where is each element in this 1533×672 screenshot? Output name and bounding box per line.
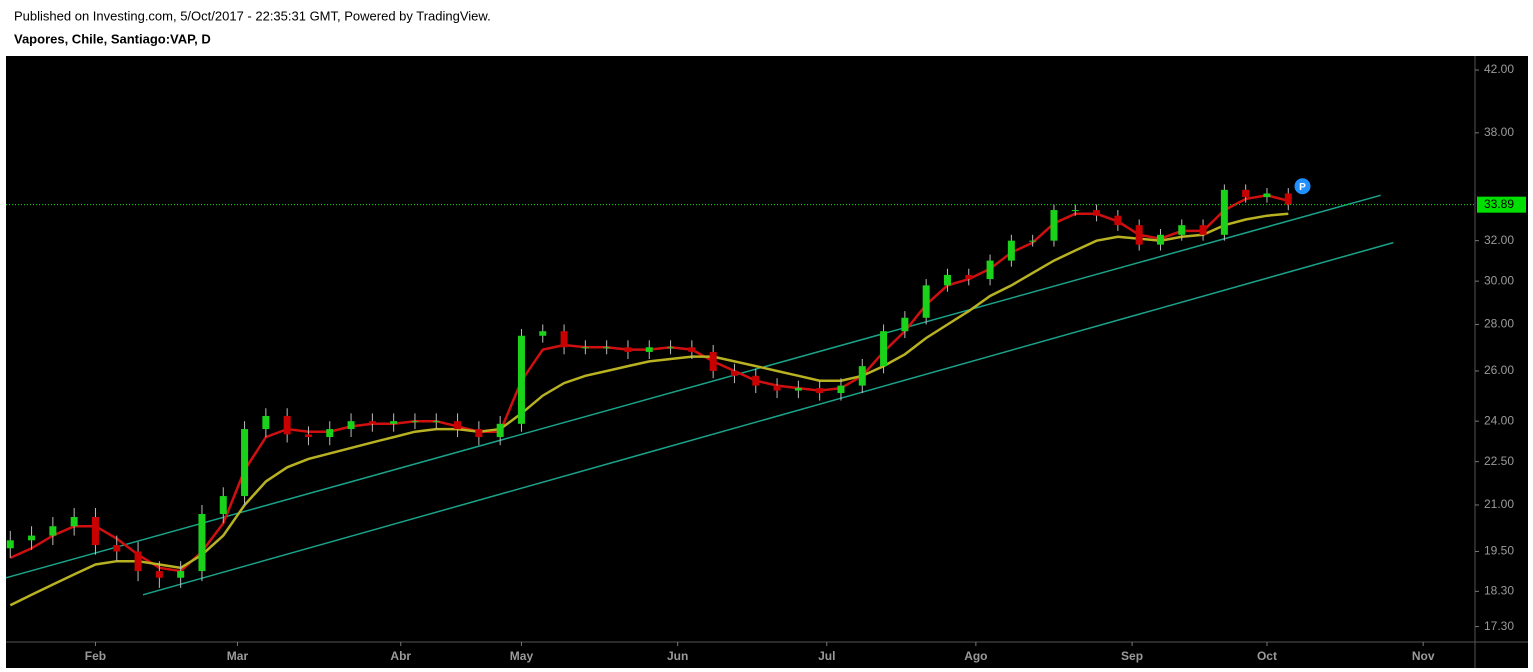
x-tick-label: Ago <box>964 649 987 663</box>
x-tick-label: Nov <box>1412 649 1435 663</box>
candle-body <box>496 423 504 438</box>
candle-body <box>219 496 227 514</box>
chart-title: Published on Investing.com, 5/Oct/2017 -… <box>14 8 491 23</box>
candle-body <box>603 347 611 349</box>
candle-body <box>1135 225 1143 245</box>
candle-body <box>1114 215 1122 226</box>
x-tick-label: May <box>510 649 534 663</box>
x-tick-label: Oct <box>1257 649 1277 663</box>
y-tick-label: 28.00 <box>1484 317 1514 331</box>
candle-body <box>752 375 760 386</box>
candle-body <box>1156 234 1164 245</box>
candle-body <box>6 540 14 549</box>
candle-body <box>454 421 462 430</box>
y-tick-label: 22.50 <box>1484 454 1514 468</box>
candle-body <box>155 571 163 578</box>
plot-background <box>6 56 1528 668</box>
candle-body <box>539 331 547 336</box>
y-tick-label: 32.00 <box>1484 233 1514 247</box>
chart-subtitle: Vapores, Chile, Santiago:VAP, D <box>14 31 211 46</box>
candle-body <box>1263 193 1271 198</box>
candle-body <box>922 285 930 318</box>
candle-body <box>304 434 312 438</box>
candle-body <box>475 429 483 438</box>
y-tick-label: 26.00 <box>1484 363 1514 377</box>
candle-body <box>986 260 994 280</box>
trend-line <box>5 194 1381 579</box>
candle-body <box>1050 210 1058 241</box>
candle-body <box>1071 210 1079 212</box>
candle-body <box>730 370 738 376</box>
y-tick-label: 38.00 <box>1484 125 1514 139</box>
candle-body <box>1007 240 1015 261</box>
candle-body <box>858 366 866 386</box>
candle-body <box>1220 189 1228 235</box>
candle-body <box>91 517 99 546</box>
candle-body <box>326 429 334 438</box>
last-price-label: 33.89 <box>1484 197 1514 211</box>
candle-body <box>517 335 525 424</box>
candle-body <box>560 331 568 348</box>
candle-body <box>901 317 909 332</box>
annotation-label: P <box>1299 182 1306 193</box>
candle-body <box>709 351 717 371</box>
y-tick-label: 19.50 <box>1484 544 1514 558</box>
x-tick-label: Feb <box>85 649 106 663</box>
candle-body <box>1029 240 1037 242</box>
x-tick-label: Sep <box>1121 649 1143 663</box>
candle-body <box>837 385 845 394</box>
candle-body <box>645 347 653 352</box>
candle-body <box>943 274 951 286</box>
y-tick-label: 18.30 <box>1484 583 1514 597</box>
candle-body <box>198 513 206 572</box>
candle-body <box>1093 210 1101 216</box>
x-tick-label: Jul <box>818 649 835 663</box>
candle-body <box>667 347 675 349</box>
candle-body <box>1178 225 1186 235</box>
candle-body <box>816 388 824 394</box>
candle-body <box>283 415 291 435</box>
annotation-marker <box>1294 178 1311 195</box>
candle-body <box>262 415 270 430</box>
candle-body <box>432 421 440 423</box>
moving-average <box>9 212 1289 607</box>
candle-body <box>688 347 696 352</box>
candle-body <box>965 274 973 280</box>
candle-body <box>390 421 398 424</box>
candle-body <box>347 421 355 430</box>
candle-body <box>1242 189 1250 198</box>
last-price-box <box>1477 196 1526 213</box>
candle-body <box>113 545 121 552</box>
candle-body <box>49 526 57 536</box>
candle-body <box>1199 225 1207 235</box>
candle-body <box>411 421 419 423</box>
candle-body <box>794 388 802 391</box>
candle-body <box>581 347 589 349</box>
x-tick-label: Mar <box>227 649 249 663</box>
candle-body <box>624 347 632 352</box>
candle-body <box>134 551 142 572</box>
trend-line <box>142 241 1394 596</box>
y-tick-label: 17.30 <box>1484 619 1514 633</box>
candle-body <box>70 517 78 527</box>
candle-body <box>368 421 376 424</box>
y-tick-label: 30.00 <box>1484 273 1514 287</box>
candle-body <box>177 571 185 578</box>
candle-body <box>28 535 36 541</box>
candle-body <box>773 385 781 391</box>
y-tick-label: 21.00 <box>1484 497 1514 511</box>
x-tick-label: Abr <box>390 649 411 663</box>
candle-body <box>241 429 249 497</box>
candle-body <box>1284 193 1292 205</box>
y-tick-label: 42.00 <box>1484 62 1514 76</box>
x-tick-label: Jun <box>667 649 688 663</box>
y-tick-label: 24.00 <box>1484 413 1514 427</box>
candle-body <box>880 331 888 367</box>
